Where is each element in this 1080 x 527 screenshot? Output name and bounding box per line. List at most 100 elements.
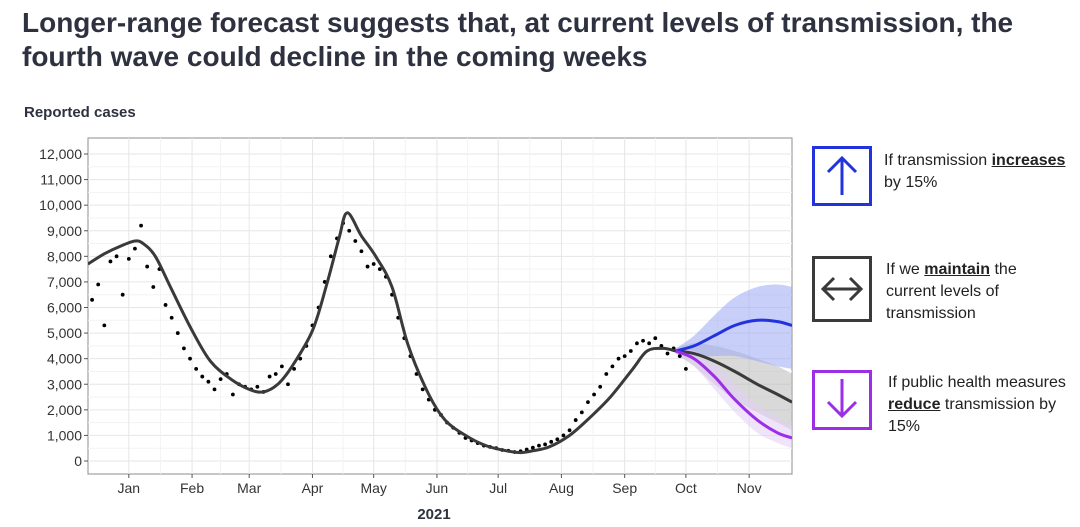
y-tick-label: 4,000 [47,351,82,367]
reported-case-point [279,364,284,369]
reported-case-point [230,392,235,397]
y-tick-label: 1,000 [47,427,82,443]
double-arrow-icon [812,256,872,322]
reported-case-point [102,323,107,328]
reported-case-point [182,346,186,351]
reported-case-point [586,400,590,405]
forecast-line [675,349,792,440]
legend-maintain-label: If we maintain the current levels of tra… [886,261,1017,322]
reported-case-point [212,387,217,392]
reported-case-point [371,262,376,266]
forecast-line [675,318,792,353]
reported-case-point [120,292,125,297]
x-tick-label: Aug [549,480,574,496]
reported-case-point [579,410,584,415]
y-tick-label: 8,000 [47,248,82,264]
y-tick-label: 0 [74,453,82,469]
y-tick-label: 2,000 [47,402,82,418]
reported-case-point [169,315,174,320]
reported-case-point [561,433,566,438]
reported-case-point [610,364,615,369]
reported-case-point [530,445,535,450]
reported-case-point [683,367,688,371]
y-tick-label: 11,000 [40,172,82,188]
y-tick-label: 3,000 [47,376,82,392]
reported-case-point [635,341,639,346]
reported-case-point [96,282,101,287]
reported-case-point [573,418,578,422]
x-tick-label: Oct [675,480,697,496]
reported-case-point [145,264,150,269]
reported-case-point [163,303,168,307]
y-tick-label: 9,000 [47,223,82,239]
reported-case-point [616,356,621,361]
reported-case-point [255,384,260,389]
y-tick-label: 10,000 [39,197,82,213]
model-fit-line [88,211,677,455]
reported-case-point [604,372,609,376]
x-tick-label: Apr [302,480,324,496]
reported-case-point [194,367,199,371]
y-tick-label: 12,000 [39,146,82,162]
reported-case-point [365,264,370,269]
up-arrow-icon [812,146,872,206]
down-arrow-icon [812,370,872,430]
reported-case-point [653,336,658,341]
legend-increase-label: If transmission increases by 15% [884,152,1066,191]
reported-case-point [218,377,223,382]
x-tick-label: Sep [612,480,637,496]
reported-case-point [677,354,682,359]
reported-case-point [647,341,652,346]
reported-case-point [328,254,333,259]
x-tick-label: Feb [180,480,204,496]
reported-case-point [286,382,290,387]
reported-case-point [377,267,382,272]
reported-case-point [353,239,358,243]
x-axis-title: 2021 [417,506,450,523]
x-tick-label: Jan [118,480,141,496]
x-tick-label: Mar [237,480,261,496]
reported-case-point [420,387,425,392]
reported-case-point [628,349,633,353]
x-tick-label: Jul [489,480,507,496]
y-axis-title: Reported cases [24,104,136,121]
page-title: Longer-range forecast suggests that, at … [22,7,1014,72]
reported-case-point [126,256,131,261]
reported-case-point [665,351,670,356]
reported-case-point [267,374,272,379]
reported-case-point [206,379,211,384]
reported-case-point [175,331,180,335]
forecast-line [675,349,792,404]
y-tick-label: 7,000 [47,274,82,290]
x-tick-label: Nov [737,480,762,496]
reported-case-point [659,343,664,348]
reported-case-point [549,439,554,444]
reported-case-point [641,338,645,343]
x-tick-label: Jun [426,480,449,496]
reported-case-point [537,443,541,448]
reported-case-point [292,367,296,371]
reported-case-point [151,285,156,289]
reported-case-point [188,356,192,361]
x-tick-label: May [360,480,386,496]
reported-case-point [133,246,137,251]
reported-case-point [139,223,143,228]
reported-case-point [108,259,113,264]
reported-case-point [567,428,572,433]
reported-case-point [543,442,547,447]
y-tick-label: 5,000 [47,325,82,341]
legend-reduce-label: If public health measures reduce transmi… [888,374,1066,435]
reported-case-point [347,228,352,233]
reported-case-point [598,384,603,389]
reported-case-point [114,254,119,259]
plot-frame [87,137,793,475]
y-tick-label: 6,000 [47,300,82,316]
reported-case-point [273,372,278,376]
reported-case-point [200,374,205,379]
reported-case-point [555,437,560,442]
reported-case-point [359,249,364,254]
reported-case-point [622,354,627,359]
reported-case-point [90,297,94,302]
reported-case-point [592,392,596,397]
